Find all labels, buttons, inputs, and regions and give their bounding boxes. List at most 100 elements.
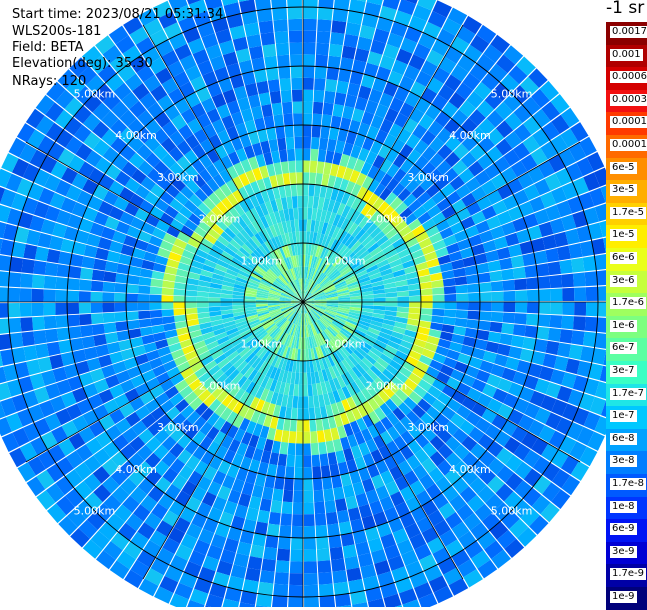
beta-gate: [285, 346, 291, 359]
ring-label: 4.00km: [449, 463, 491, 476]
beta-gate: [279, 525, 292, 538]
beta-gate: [453, 230, 468, 243]
beta-gate: [226, 327, 239, 336]
beta-gate: [188, 550, 206, 567]
beta-gate: [304, 573, 318, 586]
beta-gate: [139, 326, 153, 337]
beta-gate: [386, 381, 400, 394]
beta-gate: [364, 260, 377, 270]
beta-gate: [222, 51, 238, 67]
beta-gate: [9, 447, 28, 468]
beta-gate: [293, 312, 299, 324]
beta-gate: [344, 235, 355, 247]
beta-gate: [236, 360, 248, 373]
beta-gate: [255, 297, 268, 301]
beta-gate: [513, 123, 532, 142]
beta-gate: [297, 266, 301, 279]
beta-gate: [295, 231, 300, 244]
beta-gate: [145, 152, 161, 168]
beta-gate: [213, 431, 227, 446]
beta-gate: [512, 499, 531, 519]
beta-gate: [533, 250, 548, 265]
beta-gate: [336, 311, 349, 317]
beta-gate: [188, 470, 203, 486]
beta-gate: [460, 344, 474, 357]
beta-gate: [81, 256, 96, 269]
beta-gate: [224, 272, 237, 281]
beta-gate: [477, 559, 498, 579]
beta-gate: [207, 228, 221, 240]
beta-gate: [412, 123, 428, 140]
beta-gate: [295, 360, 300, 373]
beta-gate: [232, 36, 249, 52]
beta-gate: [157, 247, 171, 259]
beta-gate: [358, 360, 370, 372]
beta-gate: [288, 431, 297, 444]
beta-gate: [481, 205, 497, 220]
beta-gate: [325, 440, 335, 454]
beta-gate: [539, 80, 559, 101]
beta-gate: [373, 183, 386, 197]
beta-gate: [228, 438, 241, 453]
beta-gate: [491, 549, 511, 569]
beta-gate: [304, 596, 320, 607]
beta-gate: [211, 349, 224, 360]
beta-gate: [404, 378, 418, 391]
beta-gate: [303, 231, 307, 244]
beta-gate: [259, 280, 272, 288]
beta-gate: [213, 159, 226, 174]
beta-gate: [235, 148, 248, 162]
beta-gate: [589, 187, 606, 207]
beta-gate: [369, 210, 382, 223]
beta-gate: [248, 354, 259, 367]
beta-gate: [178, 419, 193, 434]
beta-gate: [315, 346, 322, 359]
beta-gate: [414, 448, 430, 464]
beta-gate: [476, 53, 496, 73]
beta-gate: [150, 385, 165, 399]
beta-gate: [226, 411, 239, 425]
beta-gate: [303, 313, 306, 326]
beta-gate: [220, 309, 234, 315]
beta-gate: [326, 298, 339, 301]
beta-gate: [116, 550, 136, 570]
beta-gate: [300, 302, 303, 314]
beta-gate: [507, 206, 523, 221]
beta-gate: [313, 257, 320, 269]
beta-gate: [294, 302, 303, 311]
beta-gate: [75, 500, 95, 519]
beta-gate: [427, 10, 447, 29]
beta-gate: [328, 366, 337, 379]
beta-gate: [303, 184, 309, 196]
beta-gate: [358, 375, 370, 388]
beta-gate: [443, 286, 457, 295]
beta-gate: [199, 168, 213, 183]
beta-gate: [327, 523, 340, 537]
beta-gate: [225, 268, 239, 277]
beta-gate: [426, 258, 440, 268]
beta-gate: [239, 266, 252, 276]
beta-gate: [457, 54, 476, 73]
beta-gate: [199, 153, 213, 169]
beta-gate: [462, 15, 482, 35]
beta-gate: [68, 265, 82, 279]
colorbar-label: 1.7e-5: [610, 206, 647, 219]
beta-gate: [8, 272, 22, 288]
beta-gate: [398, 225, 412, 238]
beta-gate: [332, 365, 341, 378]
beta-gate: [134, 353, 149, 366]
beta-gate: [569, 441, 587, 461]
beta-gate: [303, 478, 313, 491]
beta-gate: [436, 198, 452, 212]
beta-gate: [293, 267, 298, 280]
beta-gate: [504, 131, 522, 149]
beta-gate: [369, 226, 382, 239]
beta-gate: [0, 238, 3, 254]
beta-gate: [291, 299, 303, 302]
beta-gate: [413, 255, 427, 266]
beta-gate: [323, 263, 333, 275]
beta-gate: [341, 399, 351, 412]
beta-gate: [235, 276, 248, 284]
beta-gate: [414, 155, 429, 170]
